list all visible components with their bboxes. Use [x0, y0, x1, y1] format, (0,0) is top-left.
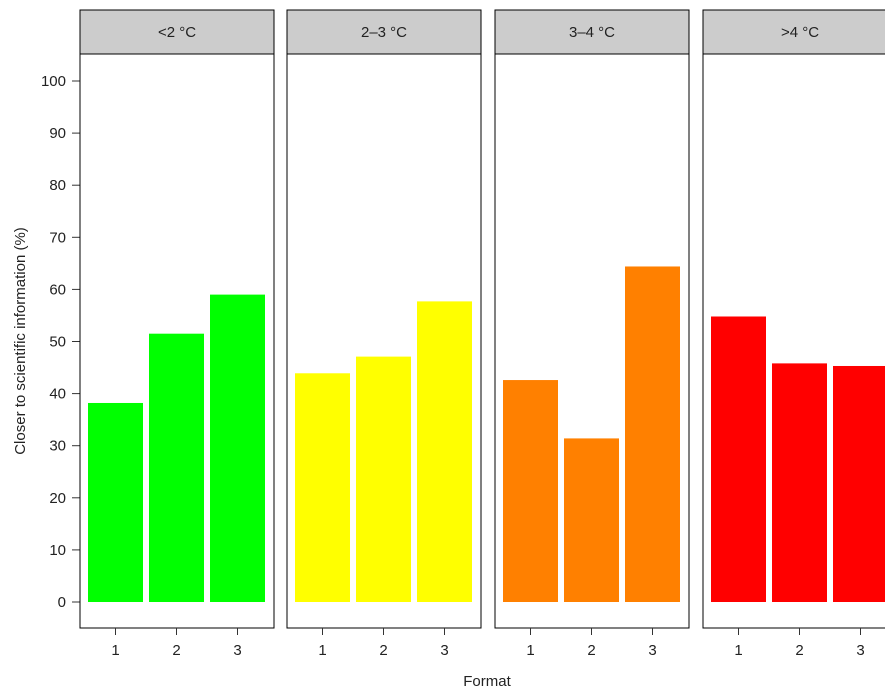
facet-strip-label: 2–3 °C: [361, 24, 407, 41]
bar: [88, 402, 143, 602]
bar: [833, 365, 885, 602]
x-tick-label: 1: [526, 642, 534, 659]
x-tick-label: 3: [440, 642, 448, 659]
facet-strip-label: >4 °C: [781, 24, 819, 41]
x-tick-label: 2: [795, 642, 803, 659]
bar: [503, 380, 558, 602]
facet-panels: <2 °C 1 2 3 2–3 °C 1 2 3 3–4 °C 1 2 3 >4 °C 1 2 3: [79, 9, 885, 659]
bar: [295, 373, 350, 602]
bar: [564, 438, 619, 602]
y-tick-label: 50: [49, 334, 66, 351]
x-axis-title: Format: [463, 673, 511, 688]
bar: [772, 363, 827, 602]
x-tick-label: 1: [111, 642, 119, 659]
bar: [711, 316, 766, 602]
y-tick-label: 70: [49, 229, 66, 246]
facet-panel: 3–4 °C 1 2 3: [494, 9, 690, 659]
bar: [417, 301, 472, 602]
facet-panel: >4 °C 1 2 3: [702, 9, 885, 659]
facet-strip-label: <2 °C: [158, 24, 196, 41]
y-tick-label: 80: [49, 177, 66, 194]
x-tick-label: 2: [587, 642, 595, 659]
bar: [356, 356, 411, 602]
facet-strip: [702, 9, 885, 55]
bar: [625, 266, 680, 602]
facet-strip: [494, 9, 690, 55]
x-tick-label: 3: [233, 642, 241, 659]
y-axis: 0 10 20 30 40 50 60 70 80 90 100: [41, 73, 80, 611]
y-tick-label: 60: [49, 281, 66, 298]
y-tick-label: 10: [49, 542, 66, 559]
y-tick-label: 90: [49, 125, 66, 142]
bar: [210, 294, 265, 602]
y-tick-label: 20: [49, 490, 66, 507]
facet-strip: [286, 9, 482, 55]
x-tick-label: 1: [734, 642, 742, 659]
facet-strip: [79, 9, 275, 55]
facet-panel: 2–3 °C 1 2 3: [286, 9, 482, 659]
y-tick-label: 40: [49, 386, 66, 403]
y-tick-label: 100: [41, 73, 66, 90]
x-tick-label: 3: [856, 642, 864, 659]
x-tick-label: 3: [648, 642, 656, 659]
y-axis-title: Closer to scientific information (%): [12, 227, 29, 455]
x-tick-label: 1: [318, 642, 326, 659]
facet-strip-label: 3–4 °C: [569, 24, 615, 41]
x-tick-label: 2: [379, 642, 387, 659]
facet-panel: <2 °C 1 2 3: [79, 9, 275, 659]
bar: [149, 333, 204, 602]
x-tick-label: 2: [172, 642, 180, 659]
y-tick-label: 0: [58, 594, 66, 611]
y-tick-label: 30: [49, 438, 66, 455]
